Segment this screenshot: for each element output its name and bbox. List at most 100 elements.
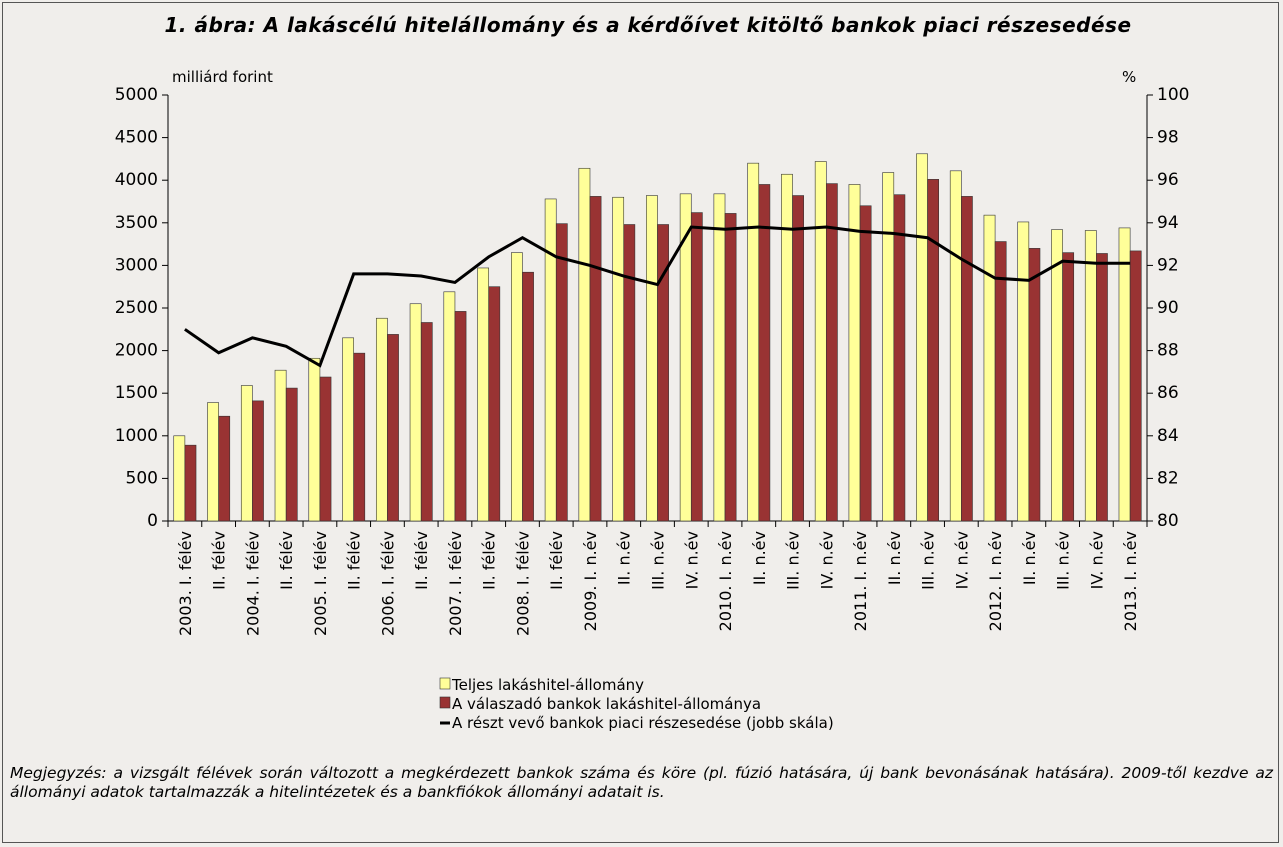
x-tick-label: 2007. I. félév: [446, 531, 465, 636]
bar: [623, 224, 636, 522]
y-tick-label: 3500: [115, 213, 158, 233]
x-tick-label: 2004. I. félév: [243, 531, 262, 636]
bar: [578, 167, 591, 522]
bar: [319, 376, 332, 522]
x-tick-label: IV. n.év: [952, 531, 971, 589]
bar: [1096, 253, 1108, 522]
y-tick-label: 500: [126, 468, 158, 488]
bar: [1118, 227, 1131, 522]
y2-tick-label: 84: [1157, 426, 1179, 446]
x-tick-label: II. n.év: [1020, 531, 1039, 585]
y2-tick-label: 94: [1157, 213, 1179, 233]
x-tick-label: 2012. I. n.év: [986, 531, 1005, 631]
x-tick-label: II. n.év: [615, 531, 634, 585]
bar: [240, 385, 253, 522]
bar: [983, 214, 996, 522]
bar: [274, 369, 287, 522]
y2-tick-label: 92: [1157, 255, 1179, 275]
bar: [285, 387, 298, 522]
y2-axis-label: %: [1122, 68, 1136, 86]
x-tick-label: II. félév: [412, 531, 431, 590]
legend-swatch: [439, 677, 451, 690]
x-tick-label: II. n.év: [750, 531, 769, 585]
bar: [724, 213, 737, 522]
legend-label: A részt vevő bankok piaci részesedése (j…: [452, 714, 834, 732]
line: [184, 225, 1131, 368]
legend-swatch: [439, 696, 451, 709]
bar: [1017, 221, 1030, 522]
bar: [758, 184, 771, 522]
x-tick-label: II. félév: [480, 531, 499, 590]
bar: [1084, 230, 1097, 522]
bar: [555, 223, 568, 522]
x-tick-label: 2011. I. n.év: [851, 531, 870, 631]
bar: [893, 194, 906, 522]
x-tick-label: II. félév: [277, 531, 296, 590]
x-tick-label: IV. n.év: [1087, 531, 1106, 589]
x-tick-label: II. félév: [547, 531, 566, 590]
bar: [409, 303, 422, 522]
bar: [825, 183, 838, 522]
y-tick-label: 3000: [115, 255, 158, 275]
bar: [454, 311, 467, 522]
bar: [747, 162, 760, 522]
x-tick-label: III. n.év: [649, 531, 668, 590]
x-tick-label: IV. n.év: [817, 531, 836, 589]
bar: [544, 198, 557, 522]
y-tick-label: 2000: [115, 341, 158, 361]
y2-tick-label: 80: [1157, 511, 1179, 531]
bar: [184, 444, 197, 522]
bar: [443, 291, 456, 522]
bar: [927, 179, 940, 522]
bar: [657, 224, 669, 522]
bar: [1062, 252, 1075, 522]
y2-tick-label: 86: [1157, 383, 1179, 403]
legend-label: Teljes lakáshitel-állomány: [451, 676, 644, 694]
bar: [511, 252, 523, 522]
bar: [477, 267, 490, 522]
bar: [949, 170, 962, 522]
y-tick-label: 5000: [115, 85, 158, 105]
y2-tick-label: 96: [1157, 170, 1179, 190]
bar: [848, 184, 861, 522]
y2-tick-label: 90: [1157, 298, 1179, 318]
x-tick-label: IV. n.év: [682, 531, 701, 589]
bar: [173, 435, 186, 522]
bar: [1051, 229, 1063, 522]
x-tick-label: 2008. I. félév: [513, 531, 532, 636]
bar: [1129, 250, 1142, 522]
bar: [589, 196, 602, 522]
bar: [916, 153, 928, 522]
y-tick-label: 0: [147, 511, 158, 531]
bar: [859, 205, 872, 522]
bar: [207, 402, 219, 522]
x-tick-label: II. n.év: [885, 531, 904, 585]
y-tick-label: 4500: [115, 128, 158, 148]
bar: [646, 195, 658, 522]
bar: [522, 271, 534, 522]
bar: [342, 337, 354, 522]
x-tick-label: III. n.év: [1054, 531, 1073, 590]
x-tick-label: III. n.év: [784, 531, 803, 590]
y-tick-label: 1500: [115, 383, 158, 403]
x-tick-label: II. félév: [345, 531, 364, 590]
chart-title: 1. ábra: A lakáscélú hitelállomány és a …: [164, 13, 1131, 37]
y-tick-label: 2500: [115, 298, 158, 318]
bar: [218, 415, 231, 522]
y-axis-label: milliárd forint: [172, 68, 273, 86]
x-tick-label: 2013. I. n.év: [1121, 531, 1140, 631]
bar: [612, 196, 625, 522]
x-tick-label: 2006. I. félév: [378, 531, 397, 636]
legend-label: A válaszadó bankok lakáshitel-állománya: [452, 695, 761, 713]
y-tick-label: 1000: [115, 426, 158, 446]
note: Megjegyzés: a vizsgált félévek során vál…: [10, 764, 1273, 801]
bar: [387, 334, 399, 522]
chart: 1. ábra: A lakáscélú hitelállomány és a …: [115, 13, 1190, 732]
y2-tick-label: 100: [1157, 85, 1189, 105]
x-tick-label: 2003. I. félév: [176, 531, 195, 636]
bar: [882, 172, 895, 522]
bar: [994, 241, 1007, 522]
bar: [420, 322, 433, 522]
y2-tick-label: 98: [1157, 128, 1179, 148]
